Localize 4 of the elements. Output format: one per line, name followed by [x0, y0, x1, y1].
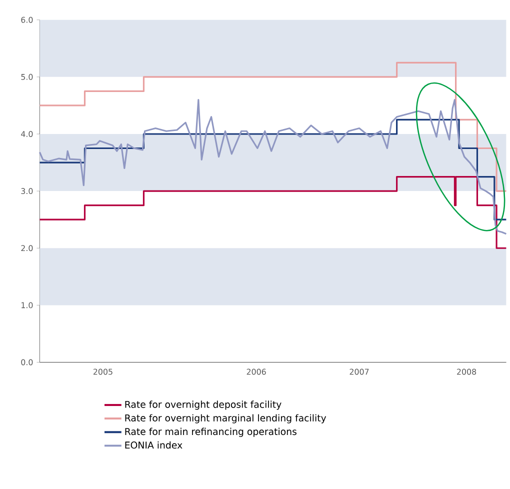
legend-label: Rate for main refinancing operations [125, 428, 296, 437]
legend-label: EONIA index [125, 441, 182, 448]
legend-label: Rate for overnight marginal lending facility [125, 414, 326, 424]
legend-label: Rate for overnight deposit facility [125, 400, 282, 410]
